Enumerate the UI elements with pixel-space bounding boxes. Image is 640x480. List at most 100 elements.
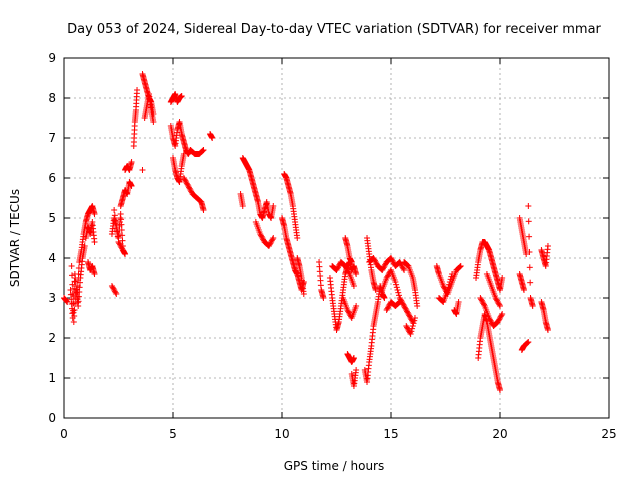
x-tick-label: 5 [169,427,177,441]
grid-lines [64,58,609,418]
data-point [446,281,453,288]
data-point [372,257,379,264]
data-point [478,297,485,304]
data-point [384,273,391,280]
data-point [371,256,378,263]
data-point [343,265,350,272]
data-point [395,299,402,306]
data-point [477,295,484,301]
data-point [389,257,396,264]
data-point [395,292,402,299]
data-point [111,288,118,295]
data-point [70,309,77,316]
axis-ticks: 0 1 2 3 4 5 6 7 8 9 0 5 10 15 20 25 [48,51,616,441]
data-point [345,269,352,276]
data-point [403,308,410,315]
data-point [384,305,391,312]
x-tick-label: 20 [492,427,507,441]
data-point [383,307,390,313]
data-point [139,167,146,173]
x-tick-label: 15 [383,427,398,441]
y-tick-label: 9 [48,51,56,65]
data-point [183,180,190,187]
data-point [440,283,447,289]
data-point [525,339,532,345]
data-point [388,256,395,263]
data-point [385,303,392,309]
data-point [393,281,400,288]
data-point [71,301,78,307]
data-point [114,233,121,240]
data-point [345,308,352,315]
data-point [444,287,451,293]
data-point [111,287,118,293]
data-point [395,300,402,307]
data-point [181,176,188,183]
data-point [448,273,455,280]
data-point [497,387,503,393]
data-point [396,299,403,305]
data-point [411,317,418,324]
data-point [529,303,536,309]
data-point [260,236,267,243]
data-point [348,259,355,265]
data-point [117,243,124,249]
data-point [455,299,462,305]
data-point [379,267,386,273]
data-point [350,355,357,361]
data-point [388,255,394,261]
data-point [115,239,122,245]
data-point [267,240,274,247]
data-point [112,289,119,296]
data-point [186,185,193,192]
data-point [266,241,273,248]
data-point [114,228,121,235]
data-point [111,212,118,219]
data-point [116,240,123,247]
data-point [401,303,408,309]
data-point [403,323,410,329]
data-point [372,259,379,265]
data-point [457,263,464,270]
data-point [523,340,530,347]
data-point [118,221,125,228]
data-point [270,235,277,241]
data-point [398,261,405,268]
data-point [497,303,503,309]
data-point [150,119,157,125]
data-point [134,87,141,93]
data-point [257,232,264,239]
data-point [409,323,416,329]
data-point [495,300,502,307]
y-tick-label: 5 [48,211,56,225]
data-point [344,267,351,273]
data-point [520,287,527,293]
data-point [439,298,446,305]
plot-frame [63,57,610,419]
data-point [268,239,275,245]
data-point [112,217,119,224]
data-point [91,239,98,245]
data-point [81,243,88,249]
data-point [259,235,266,241]
data-point [456,264,463,271]
data-point [404,262,411,269]
y-tick-label: 7 [48,131,56,145]
data-point [185,184,192,191]
data-point [353,303,360,309]
data-point [110,285,117,292]
data-point [408,328,415,335]
data-point [71,278,78,285]
x-tick-label: 25 [601,427,616,441]
x-axis-label: GPS time / hours [284,459,385,473]
data-point [406,313,413,320]
data-point [445,284,452,291]
data-point [118,244,125,251]
y-axis-label: SDTVAR / TECUs [8,189,22,287]
data-point [128,159,135,165]
data-point [64,299,71,305]
data-point [116,241,123,248]
data-point [406,329,413,336]
y-tick-label: 8 [48,91,56,105]
data-point [403,324,410,331]
